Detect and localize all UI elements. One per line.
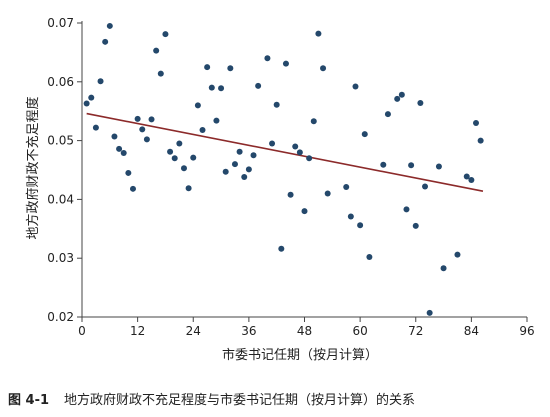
scatter-point [88, 94, 95, 101]
scatter-point [435, 163, 442, 170]
scatter-point [454, 251, 461, 258]
scatter-point [463, 173, 470, 180]
scatter-point [380, 161, 387, 168]
plot-area: 0.02 0.03 0.04 0.05 0.06 0.07 0 12 24 36 48 60 72 84 9… [47, 16, 534, 338]
y-tick-label: 0.05 [47, 134, 74, 148]
scatter-point [440, 265, 447, 272]
scatter-point [352, 83, 359, 90]
fit-line [86, 112, 484, 192]
scatter-point [129, 185, 136, 192]
scatter-point [408, 162, 415, 169]
scatter-point [250, 152, 257, 159]
scatter-point [190, 154, 197, 161]
scatter-point [347, 213, 354, 220]
scatter-point [245, 166, 252, 173]
scatter-point [320, 65, 327, 72]
y-tick-label: 0.03 [47, 251, 74, 265]
scatter-point [194, 102, 201, 109]
y-tick-label: 0.06 [47, 75, 74, 89]
scatter-point [120, 149, 127, 156]
scatter-point [167, 148, 174, 155]
scatter-point [157, 70, 164, 77]
scatter-point [97, 78, 104, 85]
scatter-point [269, 140, 276, 147]
x-tick-label: 96 [519, 324, 534, 338]
scatter-point [273, 101, 280, 108]
scatter-point [204, 64, 211, 71]
figure-caption: 地方政府财政不充足程度与市委书记任期（按月计算）的关系 [64, 392, 415, 408]
scatter-point [287, 191, 294, 198]
scatter-point [255, 82, 262, 89]
scatter-point [185, 185, 192, 192]
scatter-point [292, 143, 299, 150]
scatter-point [125, 169, 132, 176]
scatter-point [343, 184, 350, 191]
scatter-point [357, 222, 364, 229]
scatter-point [231, 161, 238, 168]
x-tick-label: 60 [352, 324, 367, 338]
scatter-point [477, 137, 484, 144]
y-tick-label: 0.07 [47, 16, 74, 30]
x-tick-label: 12 [130, 324, 145, 338]
scatter-point [92, 124, 99, 131]
scatter-point [106, 22, 113, 29]
scatter-point [176, 140, 183, 147]
scatter-point [315, 30, 322, 37]
scatter-point [83, 100, 90, 107]
scatter-point [301, 208, 308, 215]
x-axis-title: 市委书记任期（按月计算） [222, 347, 378, 363]
scatter-point [139, 126, 146, 133]
scatter-point [426, 309, 433, 316]
scatter-point [417, 99, 424, 106]
scatter-point [412, 222, 419, 229]
scatter-point [236, 148, 243, 155]
scatter-point [278, 245, 285, 252]
scatter-point [394, 95, 401, 102]
scatter-point [134, 115, 141, 122]
x-tick-label: 48 [297, 324, 312, 338]
scatter-point [398, 91, 405, 98]
scatter-point [143, 136, 150, 143]
x-tick-label: 72 [408, 324, 423, 338]
scatter-point [241, 174, 248, 181]
scatter-point [162, 31, 169, 38]
scatter-point [153, 47, 160, 54]
scatter-point [366, 254, 373, 261]
x-tick-label: 0 [78, 324, 86, 338]
scatter-point [102, 38, 109, 45]
y-tick-label: 0.04 [47, 192, 74, 206]
scatter-point [213, 117, 220, 124]
scatter-point [361, 131, 368, 138]
scatter-point [473, 119, 480, 126]
scatter-point [148, 116, 155, 123]
figure-number: 图 4-1 [8, 393, 49, 408]
scatter-point [468, 176, 475, 183]
scatter-point [227, 65, 234, 72]
scatter-point [171, 155, 178, 162]
x-tick-label: 84 [464, 324, 479, 338]
scatter-point [180, 165, 187, 172]
scatter-point [306, 155, 313, 162]
scatter-point [422, 183, 429, 190]
scatter-point [199, 127, 206, 134]
scatter-point [208, 84, 215, 91]
x-tick-label: 24 [186, 324, 201, 338]
scatter-point [403, 206, 410, 213]
scatter-point [324, 190, 331, 197]
x-tick-label: 36 [241, 324, 256, 338]
y-tick-label: 0.02 [47, 310, 74, 324]
scatter-point [296, 149, 303, 156]
scatter-point [116, 145, 123, 152]
scatter-point [111, 133, 118, 140]
scatter-point [218, 85, 225, 92]
scatter-point [384, 111, 391, 118]
scatter-point [222, 168, 229, 175]
y-axis-title: 地方政府财政不充足程度 [25, 96, 41, 239]
scatter-point [282, 60, 289, 67]
scatter-point [264, 55, 271, 62]
scatter-point [310, 118, 317, 125]
